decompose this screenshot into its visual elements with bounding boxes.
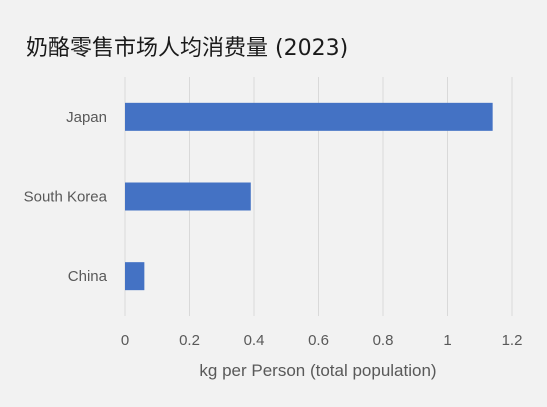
bar-china xyxy=(125,262,145,291)
category-label-china: China xyxy=(68,268,108,285)
x-tick-label-0: 0 xyxy=(121,332,129,349)
x-axis-title: kg per Person (total population) xyxy=(199,361,436,380)
bar-japan xyxy=(125,102,493,131)
chart-title: 奶酪零售市场人均消费量 (2023) xyxy=(26,36,349,61)
x-tick-label-6: 1.2 xyxy=(502,332,523,349)
bars xyxy=(125,102,493,291)
category-labels: Japan South Korea China xyxy=(24,109,108,285)
x-tick-label-4: 0.8 xyxy=(373,332,394,349)
bar-south-korea xyxy=(125,182,251,211)
x-tick-label-3: 0.6 xyxy=(308,332,329,349)
x-tick-label-2: 0.4 xyxy=(244,332,265,349)
x-tick-labels: 0 0.2 0.4 0.6 0.8 1 1.2 xyxy=(121,332,523,349)
category-label-south-korea: South Korea xyxy=(24,189,108,206)
x-tick-label-1: 0.2 xyxy=(179,332,200,349)
category-label-japan: Japan xyxy=(66,109,107,126)
x-tick-label-5: 1 xyxy=(443,332,451,349)
